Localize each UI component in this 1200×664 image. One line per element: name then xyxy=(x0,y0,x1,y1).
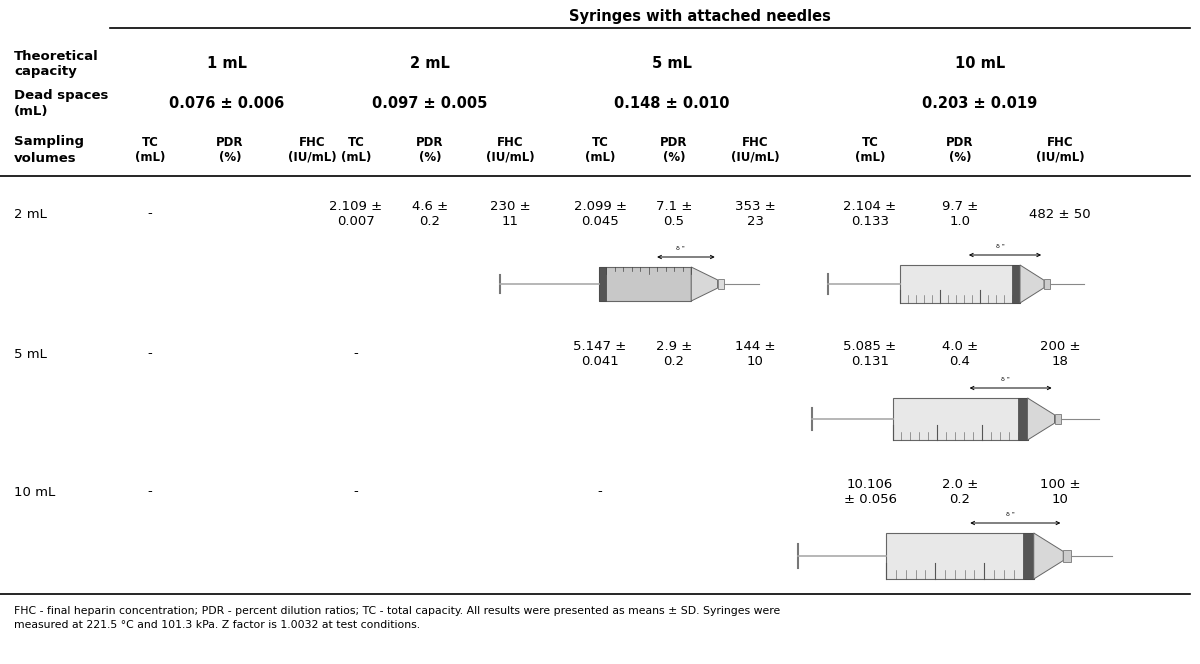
Text: -: - xyxy=(148,347,152,361)
Polygon shape xyxy=(691,267,718,301)
Text: 7.1 ±
0.5: 7.1 ± 0.5 xyxy=(656,200,692,228)
FancyBboxPatch shape xyxy=(599,267,691,301)
Text: 2 mL: 2 mL xyxy=(410,56,450,72)
Text: 482 ± 50: 482 ± 50 xyxy=(1030,207,1091,220)
Text: FHC
(IU/mL): FHC (IU/mL) xyxy=(1036,136,1085,164)
Text: 0.203 ± 0.019: 0.203 ± 0.019 xyxy=(923,96,1038,112)
Text: 5 mL: 5 mL xyxy=(652,56,692,72)
Bar xyxy=(1044,280,1050,289)
Text: -: - xyxy=(148,485,152,499)
Text: 2.104 ±
0.133: 2.104 ± 0.133 xyxy=(844,200,896,228)
Text: PDR
(%): PDR (%) xyxy=(216,136,244,164)
Text: 5 mL: 5 mL xyxy=(14,347,47,361)
Bar xyxy=(1024,533,1033,579)
FancyBboxPatch shape xyxy=(893,398,1027,440)
Text: Syringes with attached needles: Syringes with attached needles xyxy=(569,9,830,23)
Text: FHC
(IU/mL): FHC (IU/mL) xyxy=(288,136,336,164)
Text: FHC
(IU/mL): FHC (IU/mL) xyxy=(731,136,779,164)
Text: 4.6 ±
0.2: 4.6 ± 0.2 xyxy=(412,200,448,228)
Text: TC
(mL): TC (mL) xyxy=(854,136,886,164)
Text: 2.0 ±
0.2: 2.0 ± 0.2 xyxy=(942,478,978,506)
Bar xyxy=(718,280,725,289)
Text: 100 ±
10: 100 ± 10 xyxy=(1039,478,1080,506)
Text: δ ": δ " xyxy=(677,246,685,251)
Text: PDR
(%): PDR (%) xyxy=(416,136,444,164)
Text: PDR
(%): PDR (%) xyxy=(660,136,688,164)
Text: 10 mL: 10 mL xyxy=(14,485,55,499)
Text: 144 ±
10: 144 ± 10 xyxy=(734,340,775,369)
Text: TC
(mL): TC (mL) xyxy=(134,136,166,164)
Text: Dead spaces
(mL): Dead spaces (mL) xyxy=(14,90,108,118)
Text: 9.7 ±
1.0: 9.7 ± 1.0 xyxy=(942,200,978,228)
Text: 230 ±
11: 230 ± 11 xyxy=(490,200,530,228)
Text: 2.099 ±
0.045: 2.099 ± 0.045 xyxy=(574,200,626,228)
Bar xyxy=(1012,265,1020,303)
Text: 0.097 ± 0.005: 0.097 ± 0.005 xyxy=(372,96,487,112)
Polygon shape xyxy=(1033,533,1063,579)
FancyBboxPatch shape xyxy=(900,265,1020,303)
FancyBboxPatch shape xyxy=(887,533,1033,579)
Text: Theoretical
capacity: Theoretical capacity xyxy=(14,50,98,78)
Text: PDR
(%): PDR (%) xyxy=(947,136,973,164)
Text: 0.076 ± 0.006: 0.076 ± 0.006 xyxy=(169,96,284,112)
Bar xyxy=(1055,414,1061,424)
Text: -: - xyxy=(148,207,152,220)
Text: 4.0 ±
0.4: 4.0 ± 0.4 xyxy=(942,340,978,369)
Text: FHC
(IU/mL): FHC (IU/mL) xyxy=(486,136,534,164)
Text: δ ": δ " xyxy=(1006,512,1015,517)
Text: 353 ±
23: 353 ± 23 xyxy=(734,200,775,228)
Bar xyxy=(1018,398,1027,440)
Text: 2.9 ±
0.2: 2.9 ± 0.2 xyxy=(656,340,692,369)
Text: 5.147 ±
0.041: 5.147 ± 0.041 xyxy=(574,340,626,369)
Text: 200 ±
18: 200 ± 18 xyxy=(1039,340,1080,369)
Text: Sampling
volumes: Sampling volumes xyxy=(14,135,84,165)
Text: 1 mL: 1 mL xyxy=(208,56,247,72)
Text: 10.106
± 0.056: 10.106 ± 0.056 xyxy=(844,478,896,506)
Bar xyxy=(1063,550,1070,562)
Text: -: - xyxy=(354,347,359,361)
Text: 2.109 ±
0.007: 2.109 ± 0.007 xyxy=(330,200,383,228)
Bar xyxy=(599,267,606,301)
Polygon shape xyxy=(1020,265,1044,303)
Text: -: - xyxy=(354,485,359,499)
Text: TC
(mL): TC (mL) xyxy=(341,136,371,164)
Text: FHC - final heparin concentration; PDR - percent dilution ratios; TC - total cap: FHC - final heparin concentration; PDR -… xyxy=(14,606,780,630)
Polygon shape xyxy=(1027,398,1055,440)
Text: δ ": δ " xyxy=(996,244,1004,249)
Text: TC
(mL): TC (mL) xyxy=(584,136,616,164)
Text: 5.085 ±
0.131: 5.085 ± 0.131 xyxy=(844,340,896,369)
Text: 2 mL: 2 mL xyxy=(14,207,47,220)
Text: δ ": δ " xyxy=(1001,377,1010,382)
Text: -: - xyxy=(598,485,602,499)
Text: 0.148 ± 0.010: 0.148 ± 0.010 xyxy=(614,96,730,112)
Text: 10 mL: 10 mL xyxy=(955,56,1006,72)
